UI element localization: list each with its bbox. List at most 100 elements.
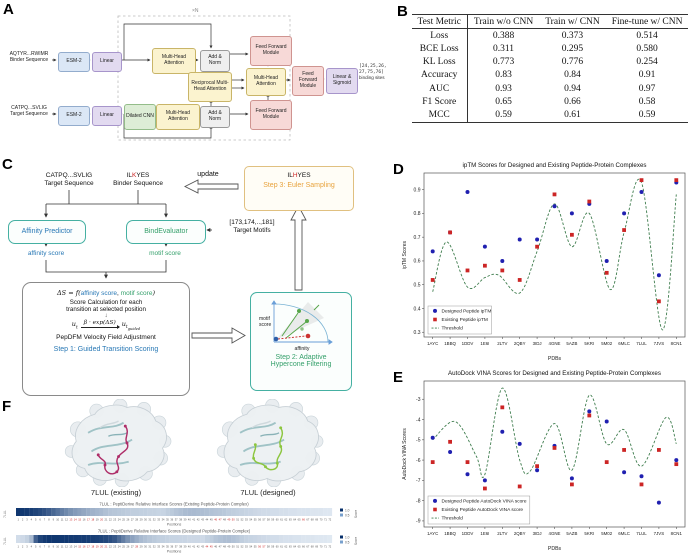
step2-to-step3-arrow	[290, 205, 307, 291]
x-tick-label: 1DDV	[462, 531, 474, 536]
position-tick: 12	[65, 518, 68, 522]
table-cell: 0.84	[564, 70, 581, 81]
data-point	[674, 178, 679, 183]
table-cell: 0.83	[495, 70, 512, 81]
position-tick: 19	[96, 518, 99, 522]
target-sequence-label: CATPQ...SVLIG Target Sequence	[6, 105, 52, 117]
table-cell: 0.61	[564, 109, 581, 120]
heatmap-cell	[187, 535, 192, 543]
cartoon-ribbons	[87, 421, 133, 466]
data-point	[500, 258, 505, 263]
position-tick: 5	[35, 545, 37, 549]
x-tick-label: 5AZB	[566, 531, 577, 536]
position-tick: 9	[53, 545, 55, 549]
position-tick: 11	[61, 518, 64, 522]
position-tick: 37	[175, 518, 178, 522]
panel-c-pipeline: CATPQ...SVLIG Target Sequence ILKYES Bin…	[0, 150, 394, 400]
heatmap-cell	[323, 535, 328, 543]
data-point	[587, 413, 592, 418]
data-point	[674, 462, 679, 467]
chart-title: ipTM Scores for Designed and Existing Pe…	[463, 162, 647, 169]
metrics-col-header: Test Metric	[411, 14, 468, 29]
data-point	[430, 278, 435, 282]
data-point	[604, 460, 609, 465]
panel-c-arrows	[44, 179, 307, 344]
score-calc-line2: transition at selected position	[66, 306, 146, 313]
position-tick: 16	[83, 518, 86, 522]
position-tick: 7	[44, 518, 46, 522]
position-tick: 34	[162, 518, 165, 522]
heatmap-cell	[310, 508, 315, 516]
target-sequence-text: CATPQ...SVLIG	[11, 105, 47, 111]
heatmap-cell	[138, 508, 144, 516]
heatmap-cell	[103, 508, 109, 516]
position-tick: 46	[214, 545, 217, 549]
position-tick: 7	[44, 545, 46, 549]
heatmap-cell	[20, 508, 25, 516]
position-tick: 8	[48, 518, 50, 522]
heatmap-cell	[231, 535, 236, 543]
x-tick-label: 7JVS	[654, 341, 665, 346]
heatmap-cell	[134, 508, 139, 516]
position-tick: 35	[166, 545, 169, 549]
table-cell: 0.58	[638, 96, 656, 107]
binding-sites-output: [24,25,26, 27,75,76] binding sites	[359, 64, 393, 82]
velocity-adjust-line: ut β · exp(ΔS) utguided	[23, 320, 189, 331]
heatmap-cell	[314, 535, 319, 543]
heatmap-cell	[217, 535, 223, 543]
panel-c-label: C	[2, 156, 13, 173]
formula-sep: ,	[117, 290, 121, 297]
table-cell: 0.373	[561, 30, 584, 41]
protein-surface	[64, 399, 172, 487]
rejected-point	[305, 333, 311, 339]
heatmap-cell	[318, 535, 324, 543]
position-tick: 29	[140, 545, 143, 549]
heatmap-cell	[73, 508, 78, 516]
position-tick: 37	[175, 545, 178, 549]
interface-heatmap-existing: 7LUL : PeptiDerive Relative Interface Sc…	[3, 502, 358, 527]
position-tick: 66	[302, 545, 305, 549]
position-tick: 66	[302, 518, 305, 522]
heatmap-cell	[169, 535, 175, 543]
heatmap-cell	[187, 508, 192, 516]
y-tick-label: 0.7	[414, 235, 421, 241]
data-point	[622, 211, 627, 216]
heatmap-cell	[160, 535, 166, 543]
heatmap-title: 7LUL : PeptiDerive Relative Interface Sc…	[98, 529, 251, 534]
table-cell: 0.311	[493, 43, 515, 54]
heatmap-cell	[296, 508, 302, 516]
position-tick: 40	[188, 518, 191, 522]
position-tick: 23	[113, 518, 116, 522]
legend-tick-high: 1.0	[345, 536, 350, 540]
heatmap-cell	[95, 508, 100, 516]
heatmap-cell	[204, 508, 210, 516]
mini-xlabel: affinity	[295, 346, 310, 352]
heatmap-cell	[257, 508, 262, 516]
heatmap-cell	[112, 508, 118, 516]
heatmap-cell	[108, 508, 113, 516]
position-tick: 71	[324, 545, 327, 549]
position-tick: 19	[96, 545, 99, 549]
heatmap-cell	[147, 535, 153, 543]
position-tick: 55	[254, 545, 257, 549]
table-cell: 0.59	[638, 109, 656, 120]
heatmap-cell	[42, 508, 47, 516]
heatmap-cell	[121, 535, 126, 543]
position-tick: 72	[328, 545, 331, 549]
heatmap-cell	[248, 508, 254, 516]
data-point	[622, 448, 626, 452]
step2-box: motif score affinity Step 2: Adaptive Hy…	[250, 292, 352, 391]
x-tick-label: 5KRI	[584, 341, 594, 346]
data-point	[517, 441, 522, 446]
binder-sequence-caption: Binder Sequence	[9, 57, 49, 63]
heatmap-cell	[24, 535, 30, 543]
position-tick: 10	[56, 518, 59, 522]
down-arrow-glyph: ↓	[104, 313, 108, 319]
c-target-sequence: CATPQ...SVLIG Target Sequence	[24, 172, 114, 189]
affinity-score-label: affinity score	[27, 250, 65, 257]
position-tick: 32	[153, 545, 156, 549]
x-tick-label: 3IDJ	[533, 341, 542, 346]
x-tick-label: 2QBY	[514, 531, 526, 536]
c-binder-suffix: YES	[136, 172, 150, 179]
formula-arg2: motif score	[120, 290, 153, 297]
